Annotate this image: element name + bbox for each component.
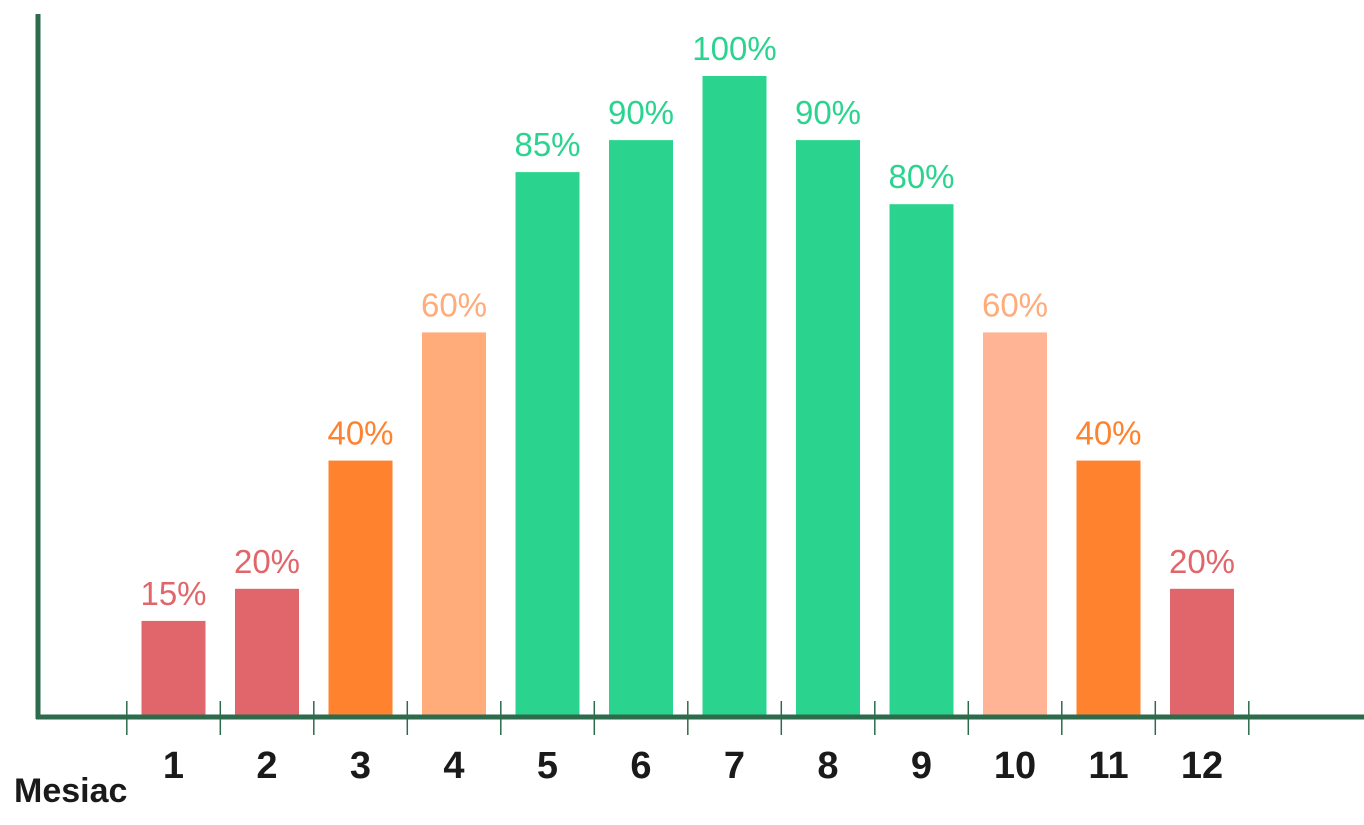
x-tick-label-7: 7 — [724, 745, 745, 787]
bar-month-1 — [141, 620, 206, 718]
value-label-month-6: 90% — [608, 94, 674, 131]
x-tick-label-4: 4 — [443, 745, 464, 787]
value-label-month-4: 60% — [421, 286, 487, 323]
x-tick-label-2: 2 — [256, 745, 277, 787]
x-tick-label-11: 11 — [1088, 745, 1128, 787]
bar-month-8 — [796, 140, 860, 718]
x-tick-label-10: 10 — [994, 745, 1036, 787]
value-label-month-7: 100% — [692, 30, 776, 67]
bar-month-4 — [422, 332, 486, 717]
value-label-month-2: 20% — [234, 543, 300, 580]
x-tick-label-9: 9 — [911, 745, 932, 787]
bar-month-12 — [1170, 588, 1234, 717]
bars-layer — [141, 76, 1234, 718]
value-label-month-10: 60% — [982, 286, 1048, 323]
bar-month-2 — [235, 588, 299, 717]
value-label-month-11: 40% — [1075, 415, 1141, 452]
x-ticks-layer — [126, 701, 1250, 735]
value-label-month-1: 15% — [140, 575, 206, 612]
axes-layer — [35, 14, 1364, 720]
value-label-month-8: 90% — [795, 94, 861, 131]
bar-month-9 — [889, 204, 954, 717]
value-labels-layer: 15% 20% 40% 60% 85% 90% 100% 90% 80% 60% 40% 20% — [140, 30, 1235, 612]
value-label-month-12: 20% — [1169, 543, 1235, 580]
value-label-month-3: 40% — [327, 415, 393, 452]
x-tick-label-1: 1 — [163, 745, 184, 787]
x-tick-label-6: 6 — [630, 745, 651, 787]
bar-month-7 — [702, 76, 767, 717]
bar-month-5 — [515, 172, 580, 718]
bar-month-3 — [328, 460, 393, 717]
x-tick-label-3: 3 — [350, 745, 371, 787]
x-tick-label-8: 8 — [817, 745, 838, 787]
x-axis-title: Mesiac — [14, 772, 128, 810]
value-label-month-5: 85% — [514, 126, 580, 163]
x-tick-label-5: 5 — [537, 745, 558, 787]
bar-month-10 — [983, 332, 1047, 717]
bar-month-11 — [1076, 460, 1141, 717]
x-tick-label-12: 12 — [1181, 745, 1223, 787]
x-tick-labels-layer: 1 2 3 4 5 6 7 8 9 10 11 12 — [163, 745, 1223, 787]
bar-month-6 — [609, 140, 673, 718]
value-label-month-9: 80% — [888, 158, 954, 195]
